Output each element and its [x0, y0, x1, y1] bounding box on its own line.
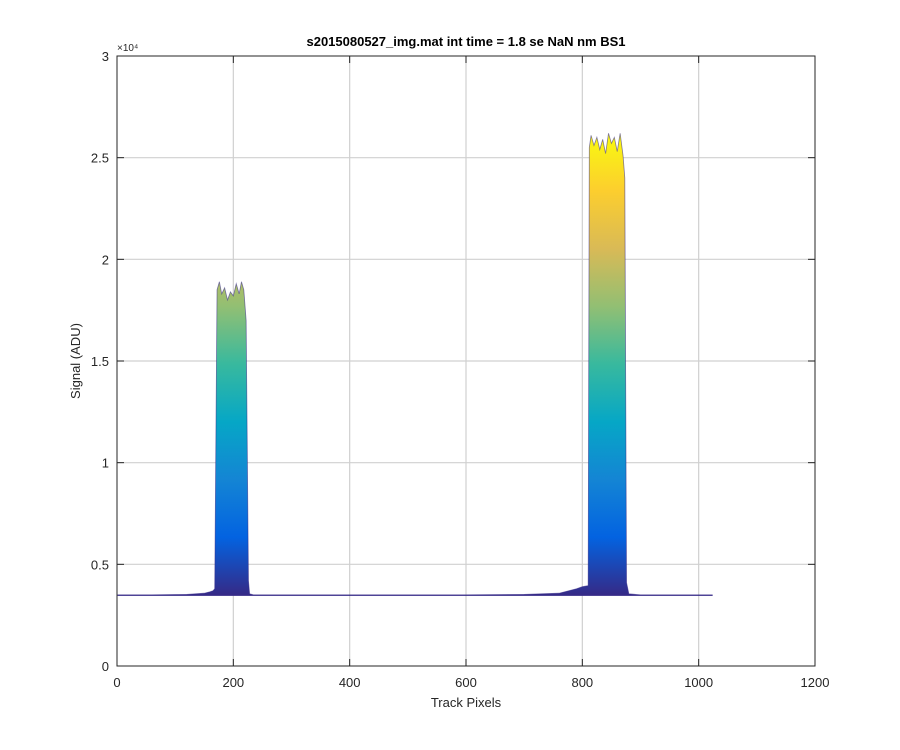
y-tick-label: 0.5: [91, 557, 109, 572]
x-tick-label: 0: [113, 675, 120, 690]
y-axis-exponent: ×10⁴: [117, 43, 138, 54]
y-tick-label: 0: [102, 659, 109, 674]
x-axis-ticks: 0 200 400 600 800 1000 1200: [113, 56, 829, 690]
signal-area: [117, 133, 713, 596]
y-tick-label: 2: [102, 252, 109, 267]
y-tick-label: 1.5: [91, 354, 109, 369]
y-tick-label: 3: [102, 49, 109, 64]
chart-title: s2015080527_img.mat int time = 1.8 se Na…: [306, 34, 625, 49]
x-axis-title: Track Pixels: [431, 695, 502, 710]
x-tick-label: 200: [222, 675, 244, 690]
y-axis-title: Signal (ADU): [68, 323, 83, 399]
signal-area-fill: [117, 133, 713, 596]
x-tick-label: 1000: [684, 675, 713, 690]
x-tick-label: 800: [571, 675, 593, 690]
signal-line: [117, 133, 713, 596]
y-tick-label: 1: [102, 456, 109, 471]
y-tick-label: 2.5: [91, 151, 109, 166]
x-tick-label: 1200: [801, 675, 830, 690]
y-axis-ticks: 0 0.5 1 1.5 2 2.5 3: [91, 49, 815, 674]
x-tick-label: 600: [455, 675, 477, 690]
x-tick-label: 400: [339, 675, 361, 690]
